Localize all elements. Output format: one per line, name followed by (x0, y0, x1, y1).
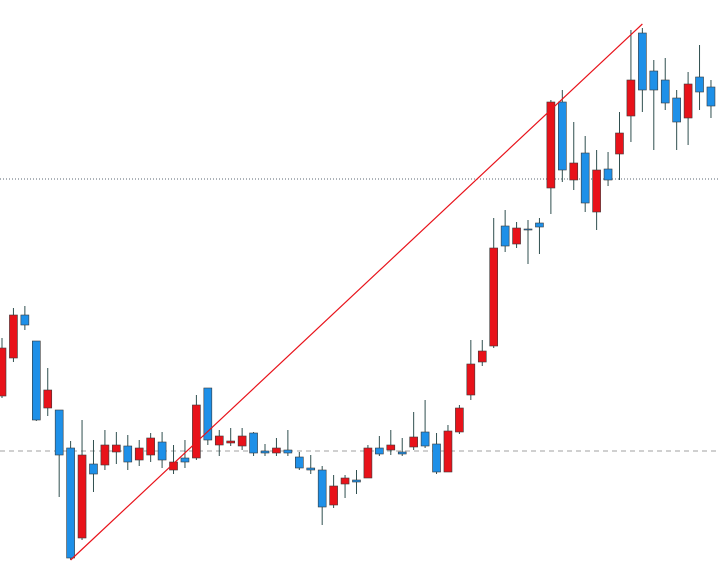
candle-body (386, 444, 396, 451)
candle-body (306, 467, 316, 471)
candle-body (146, 437, 155, 456)
candle-body (466, 363, 476, 396)
candle-body (706, 86, 716, 107)
candle-body (580, 152, 590, 204)
candle-body (317, 469, 327, 508)
candle-body (100, 444, 110, 466)
candle-body (180, 457, 190, 463)
candle-body (489, 247, 499, 347)
candle-body (558, 101, 567, 171)
candle-body (43, 389, 53, 409)
candle-body (397, 451, 407, 455)
candle-body (112, 444, 121, 453)
candle-body (500, 225, 510, 247)
candle-body (329, 485, 338, 506)
candle-body (626, 79, 636, 117)
candle-body (9, 314, 18, 359)
candle-body (603, 168, 613, 181)
candle-body (455, 407, 464, 433)
candle-body (157, 441, 167, 461)
candle-body (169, 461, 178, 471)
candle-body (203, 387, 213, 441)
candle-body (123, 445, 133, 463)
candle-body (226, 440, 235, 444)
candle-body (77, 454, 87, 539)
candle-body (214, 435, 224, 446)
candle-body (512, 227, 521, 245)
candle-body (615, 132, 624, 155)
candle-body (546, 101, 556, 189)
candle-body (283, 449, 293, 454)
candle-body (672, 97, 681, 123)
candle-body (237, 435, 247, 447)
candle-body (0, 347, 7, 397)
candle-body (523, 228, 533, 231)
candle-body (649, 70, 659, 91)
candle-body (134, 447, 144, 461)
candle-body (638, 32, 647, 91)
candle-body (477, 350, 487, 363)
candle-body (260, 450, 270, 454)
candle-body (432, 443, 441, 473)
candle-body (375, 447, 384, 455)
candle-body (20, 314, 30, 326)
candle-body (363, 447, 373, 479)
candle-body (272, 447, 281, 454)
trend-line (70, 23, 643, 561)
candle-body (32, 340, 41, 421)
candle-body (443, 430, 453, 473)
candle-body (295, 456, 304, 469)
candle-body (54, 409, 64, 456)
candle-body (569, 162, 579, 181)
candle-body (695, 76, 704, 93)
candle-body (683, 83, 693, 119)
candle-body (340, 477, 350, 485)
candle-body (535, 222, 544, 228)
candle-body (66, 447, 75, 559)
candle-body (89, 463, 98, 475)
candle-body (352, 479, 361, 483)
candle-body (660, 79, 670, 104)
candle-body (409, 436, 418, 448)
candle-body (249, 432, 258, 454)
candle-body (420, 431, 430, 447)
candle-body (592, 169, 601, 213)
candle-body (192, 404, 201, 459)
